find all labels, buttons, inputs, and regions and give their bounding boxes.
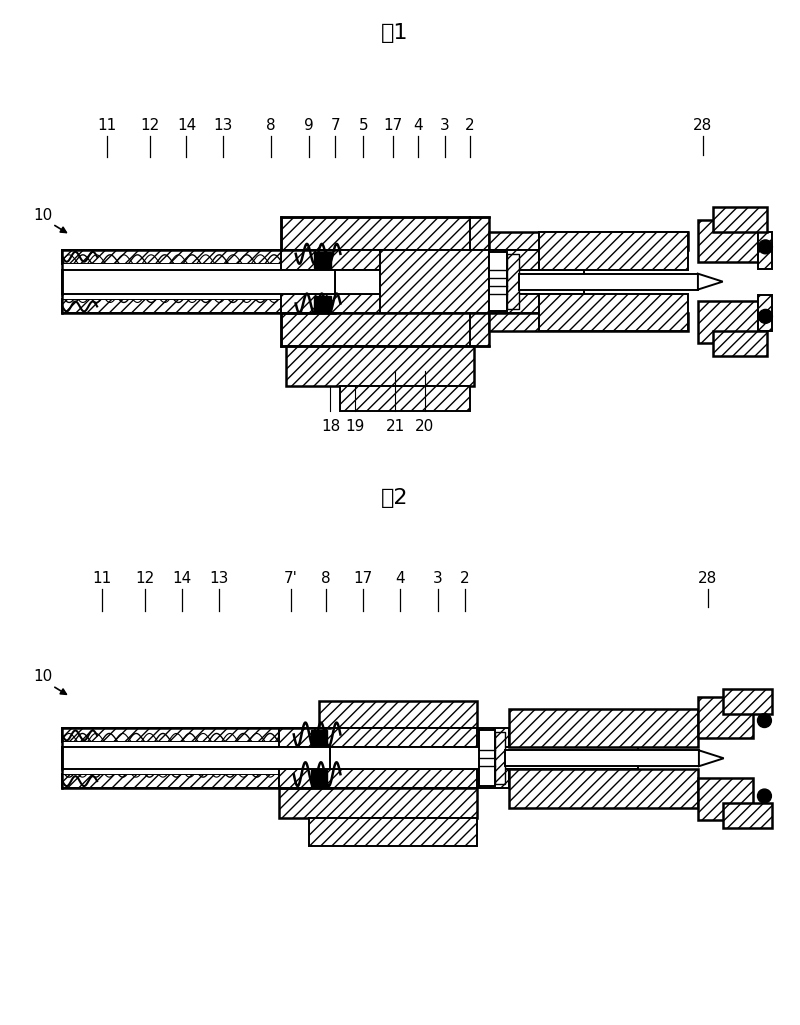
Circle shape bbox=[758, 310, 772, 323]
Bar bbox=[62, 774, 330, 788]
Text: 7: 7 bbox=[330, 118, 340, 132]
Bar bbox=[510, 769, 698, 808]
Bar bbox=[62, 299, 335, 314]
Text: 14: 14 bbox=[177, 118, 196, 132]
Bar bbox=[479, 769, 510, 788]
Text: 17: 17 bbox=[383, 118, 402, 132]
Text: 5: 5 bbox=[358, 118, 368, 132]
Bar bbox=[490, 252, 507, 312]
Text: 19: 19 bbox=[346, 418, 365, 434]
Bar bbox=[286, 346, 474, 385]
Polygon shape bbox=[699, 750, 724, 767]
Bar bbox=[341, 385, 470, 411]
Bar bbox=[507, 254, 519, 310]
Bar bbox=[309, 818, 478, 846]
Text: 11: 11 bbox=[93, 572, 112, 586]
Bar bbox=[519, 274, 698, 289]
Bar bbox=[62, 729, 330, 742]
Bar bbox=[62, 263, 335, 299]
Bar bbox=[62, 270, 335, 293]
Circle shape bbox=[758, 713, 771, 728]
Text: 图2: 图2 bbox=[382, 488, 409, 508]
Bar bbox=[279, 769, 478, 788]
Text: 14: 14 bbox=[172, 572, 191, 586]
Text: 7': 7' bbox=[284, 572, 298, 586]
Text: 18: 18 bbox=[321, 418, 340, 434]
Bar bbox=[330, 747, 638, 769]
Bar bbox=[490, 232, 688, 250]
Bar bbox=[310, 731, 326, 746]
Bar bbox=[758, 294, 772, 331]
Bar bbox=[490, 314, 688, 331]
Bar bbox=[490, 293, 539, 314]
Text: 图1: 图1 bbox=[382, 24, 409, 43]
Text: 2: 2 bbox=[460, 572, 470, 586]
Bar bbox=[490, 250, 539, 270]
Text: 21: 21 bbox=[386, 418, 405, 434]
Text: 12: 12 bbox=[135, 572, 154, 586]
Bar bbox=[281, 293, 470, 314]
Bar bbox=[380, 250, 490, 314]
Bar bbox=[495, 733, 506, 784]
Circle shape bbox=[758, 789, 771, 803]
Bar bbox=[722, 803, 772, 828]
Text: 13: 13 bbox=[214, 118, 233, 132]
Text: 28: 28 bbox=[694, 118, 713, 132]
Bar bbox=[713, 207, 767, 232]
Text: 4: 4 bbox=[413, 118, 422, 132]
Text: 12: 12 bbox=[140, 118, 159, 132]
Bar bbox=[698, 697, 753, 738]
Bar bbox=[318, 701, 478, 729]
Bar bbox=[335, 270, 584, 293]
Bar bbox=[281, 314, 490, 346]
Bar bbox=[758, 232, 772, 269]
Circle shape bbox=[758, 240, 772, 254]
Text: 20: 20 bbox=[415, 418, 434, 434]
Bar bbox=[698, 301, 758, 343]
Bar bbox=[539, 293, 688, 331]
Bar bbox=[506, 750, 699, 767]
Bar bbox=[698, 778, 753, 820]
Bar bbox=[281, 217, 490, 250]
Bar bbox=[310, 770, 326, 786]
Bar bbox=[698, 220, 758, 261]
Bar bbox=[713, 331, 767, 356]
Text: 4: 4 bbox=[395, 572, 405, 586]
Text: 10: 10 bbox=[33, 208, 52, 222]
Bar bbox=[62, 250, 335, 263]
Text: 3: 3 bbox=[433, 572, 442, 586]
Text: 17: 17 bbox=[354, 572, 373, 586]
Text: 10: 10 bbox=[33, 669, 52, 685]
Bar bbox=[539, 232, 688, 270]
Bar bbox=[279, 729, 478, 747]
Bar bbox=[279, 788, 478, 818]
Bar bbox=[281, 250, 470, 270]
Bar bbox=[510, 708, 698, 747]
Bar bbox=[479, 729, 510, 747]
Bar bbox=[314, 295, 331, 312]
Text: 13: 13 bbox=[210, 572, 229, 586]
Bar bbox=[479, 731, 495, 786]
Bar bbox=[62, 747, 330, 769]
Bar bbox=[314, 252, 331, 268]
Text: 11: 11 bbox=[98, 118, 117, 132]
Text: 8: 8 bbox=[266, 118, 276, 132]
Bar bbox=[62, 742, 330, 774]
Text: 28: 28 bbox=[698, 572, 718, 586]
Text: 8: 8 bbox=[321, 572, 330, 586]
Polygon shape bbox=[698, 274, 722, 289]
Text: 9: 9 bbox=[304, 118, 314, 132]
Bar bbox=[722, 689, 772, 713]
Text: 2: 2 bbox=[465, 118, 474, 132]
Text: 3: 3 bbox=[440, 118, 450, 132]
